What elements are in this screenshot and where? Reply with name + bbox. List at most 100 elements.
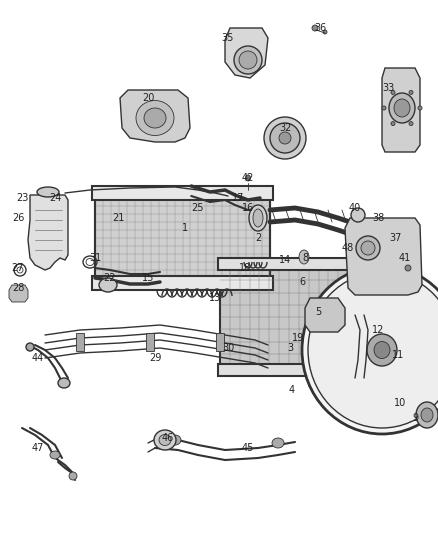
- Ellipse shape: [389, 93, 415, 123]
- Ellipse shape: [234, 46, 262, 74]
- Ellipse shape: [272, 438, 284, 448]
- Text: 22: 22: [104, 273, 116, 283]
- Text: 36: 36: [314, 23, 326, 33]
- Text: 25: 25: [192, 203, 204, 213]
- Text: 46: 46: [162, 433, 174, 443]
- Text: 10: 10: [394, 398, 406, 408]
- Text: 27: 27: [12, 263, 24, 273]
- Ellipse shape: [351, 208, 365, 222]
- Ellipse shape: [26, 343, 34, 351]
- Polygon shape: [225, 28, 268, 78]
- Ellipse shape: [154, 430, 176, 450]
- Text: 28: 28: [12, 283, 24, 293]
- Text: 45: 45: [242, 443, 254, 453]
- Ellipse shape: [37, 187, 59, 197]
- Ellipse shape: [394, 99, 410, 117]
- Text: 32: 32: [279, 123, 291, 133]
- Ellipse shape: [58, 378, 70, 388]
- Text: 48: 48: [342, 243, 354, 253]
- Polygon shape: [314, 341, 367, 366]
- Polygon shape: [403, 350, 438, 406]
- Text: 18: 18: [239, 263, 251, 273]
- Text: 5: 5: [315, 307, 321, 317]
- Text: 44: 44: [32, 353, 44, 363]
- Polygon shape: [382, 68, 420, 152]
- Ellipse shape: [391, 122, 395, 126]
- Ellipse shape: [144, 108, 166, 128]
- Text: 24: 24: [49, 193, 61, 203]
- Ellipse shape: [159, 434, 171, 446]
- Ellipse shape: [246, 175, 251, 181]
- Ellipse shape: [169, 435, 181, 445]
- Ellipse shape: [50, 451, 60, 459]
- Text: 16: 16: [242, 203, 254, 213]
- Ellipse shape: [421, 408, 433, 422]
- Text: 13: 13: [209, 293, 221, 303]
- Ellipse shape: [409, 91, 413, 94]
- Polygon shape: [305, 298, 345, 332]
- Text: 35: 35: [222, 33, 234, 43]
- Polygon shape: [345, 218, 422, 295]
- Text: 3: 3: [287, 343, 293, 353]
- Text: 33: 33: [382, 83, 394, 93]
- Text: 19: 19: [292, 333, 304, 343]
- Text: 6: 6: [299, 277, 305, 287]
- Text: 20: 20: [142, 93, 154, 103]
- Bar: [220, 268, 358, 366]
- Bar: [146, 333, 154, 351]
- Polygon shape: [367, 279, 391, 334]
- Polygon shape: [398, 334, 438, 359]
- Bar: [218, 258, 360, 270]
- Ellipse shape: [308, 272, 438, 428]
- Bar: [216, 333, 224, 351]
- Ellipse shape: [249, 205, 267, 231]
- Bar: [218, 364, 360, 376]
- Polygon shape: [382, 292, 436, 328]
- Text: 31: 31: [89, 253, 101, 263]
- Ellipse shape: [416, 402, 438, 428]
- Ellipse shape: [279, 132, 291, 144]
- Text: 15: 15: [142, 273, 154, 283]
- Text: 29: 29: [149, 353, 161, 363]
- Polygon shape: [28, 195, 68, 270]
- Ellipse shape: [239, 51, 257, 69]
- Text: 9: 9: [412, 413, 418, 423]
- Text: 11: 11: [392, 350, 404, 360]
- Ellipse shape: [299, 250, 309, 264]
- Ellipse shape: [69, 472, 77, 480]
- Text: 23: 23: [16, 193, 28, 203]
- Text: 42: 42: [242, 173, 254, 183]
- Text: 2: 2: [255, 233, 261, 243]
- Text: 30: 30: [222, 343, 234, 353]
- Ellipse shape: [312, 25, 318, 31]
- Text: 41: 41: [399, 253, 411, 263]
- Text: 38: 38: [372, 213, 384, 223]
- Ellipse shape: [367, 334, 397, 366]
- Text: 12: 12: [372, 325, 384, 335]
- Ellipse shape: [391, 91, 395, 94]
- Ellipse shape: [270, 123, 300, 153]
- Ellipse shape: [405, 265, 411, 271]
- Ellipse shape: [136, 101, 174, 135]
- Text: 8: 8: [302, 253, 308, 263]
- Bar: [92, 276, 273, 290]
- Ellipse shape: [382, 106, 386, 110]
- Polygon shape: [328, 372, 382, 408]
- Ellipse shape: [374, 342, 390, 359]
- Text: 37: 37: [389, 233, 401, 243]
- Ellipse shape: [418, 106, 422, 110]
- Ellipse shape: [302, 266, 438, 434]
- Bar: [95, 198, 270, 278]
- Text: 47: 47: [32, 443, 44, 453]
- Bar: [76, 333, 84, 351]
- Polygon shape: [9, 285, 28, 302]
- Polygon shape: [120, 90, 190, 142]
- Ellipse shape: [409, 122, 413, 126]
- Text: 26: 26: [12, 213, 24, 223]
- Ellipse shape: [264, 117, 306, 159]
- Text: 4: 4: [289, 385, 295, 395]
- Bar: [92, 186, 273, 200]
- Ellipse shape: [253, 209, 263, 227]
- Bar: [95, 198, 270, 278]
- Ellipse shape: [356, 236, 380, 260]
